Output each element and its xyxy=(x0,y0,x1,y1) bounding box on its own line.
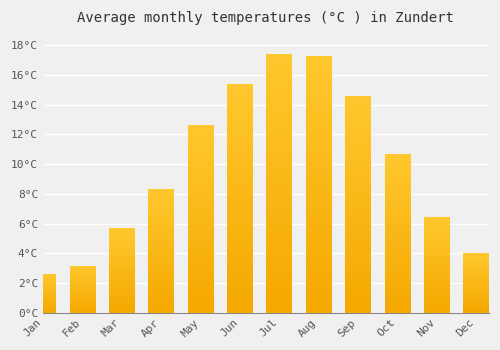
Title: Average monthly temperatures (°C ) in Zundert: Average monthly temperatures (°C ) in Zu… xyxy=(78,11,454,25)
